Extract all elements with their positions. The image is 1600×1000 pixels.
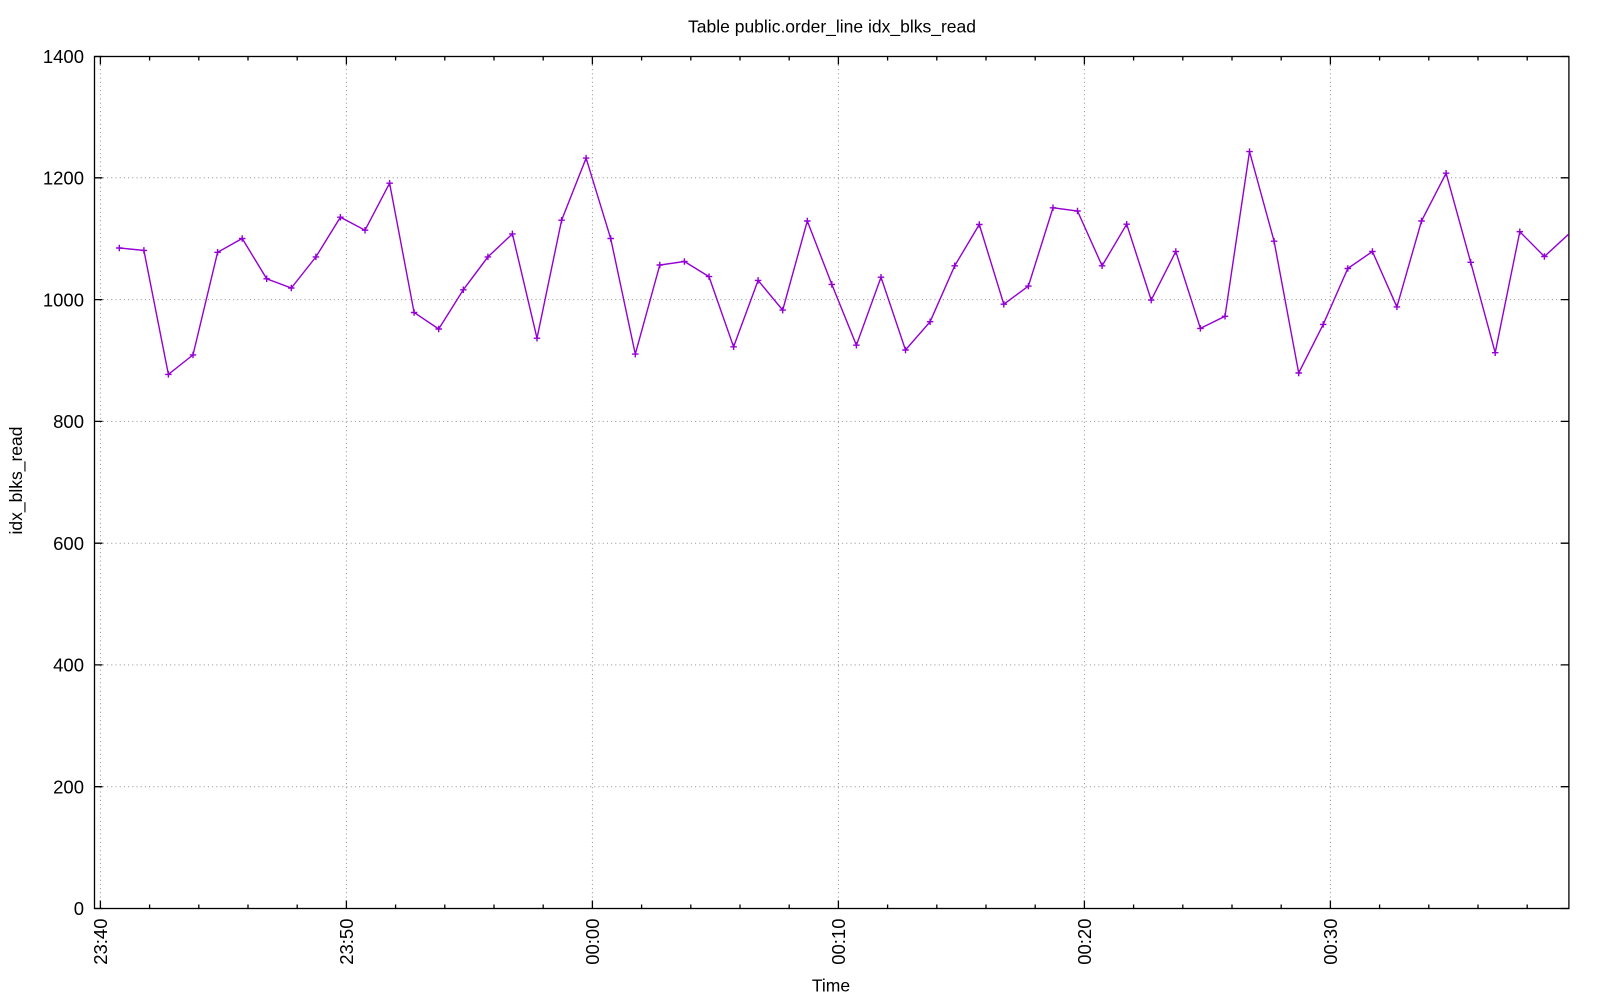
svg-text:800: 800	[53, 411, 84, 432]
svg-text:00:30: 00:30	[1320, 919, 1341, 965]
svg-text:00:20: 00:20	[1074, 919, 1095, 965]
svg-text:23:50: 23:50	[336, 919, 357, 965]
svg-text:1400: 1400	[43, 46, 84, 67]
svg-text:Time: Time	[812, 976, 850, 996]
svg-text:200: 200	[53, 776, 84, 797]
svg-text:600: 600	[53, 533, 84, 554]
svg-text:idx_blks_read: idx_blks_read	[6, 427, 27, 535]
svg-text:400: 400	[53, 655, 84, 676]
svg-text:Table public.order_line idx_bl: Table public.order_line idx_blks_read	[688, 17, 976, 38]
svg-text:0: 0	[74, 898, 84, 919]
svg-text:23:40: 23:40	[90, 919, 111, 965]
svg-text:00:00: 00:00	[582, 919, 603, 965]
svg-text:1000: 1000	[43, 289, 84, 310]
svg-text:1200: 1200	[43, 167, 84, 188]
svg-text:00:10: 00:10	[828, 919, 849, 965]
